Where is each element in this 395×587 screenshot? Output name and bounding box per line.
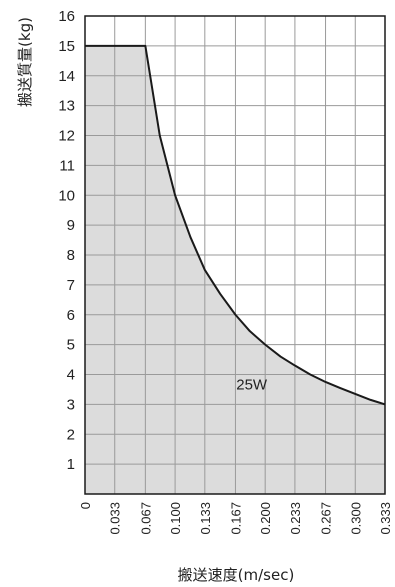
- y-tick-label: 9: [67, 217, 75, 234]
- series-line: [85, 44, 386, 406]
- plot-frame: [84, 15, 386, 495]
- y-tick-label: 12: [58, 128, 75, 145]
- y-tick-label: 7: [67, 277, 75, 294]
- y-tick-label: 4: [67, 367, 75, 384]
- y-axis-title: 搬送質量(kg): [16, 17, 34, 107]
- x-tick-label: 0.167: [228, 502, 243, 535]
- x-tick-label: 0.067: [138, 502, 153, 535]
- x-tick-label: 0: [78, 502, 93, 509]
- x-tick-label: 0.133: [198, 502, 213, 535]
- y-tick-label: 14: [58, 68, 75, 85]
- x-axis-title: 搬送速度(m/sec): [178, 566, 295, 584]
- y-tick-label: 15: [58, 38, 75, 55]
- y-tick-label: 6: [67, 307, 75, 324]
- x-tick-label: 0.200: [258, 502, 273, 535]
- y-tick-label: 3: [67, 396, 75, 413]
- y-tick-label: 11: [59, 157, 75, 174]
- series-annotation-label: 25W: [236, 376, 268, 393]
- x-tick-label: 0.033: [108, 502, 123, 535]
- y-tick-label: 2: [67, 426, 75, 443]
- x-tick-label: 0.300: [348, 502, 363, 535]
- y-tick-label: 8: [67, 247, 75, 264]
- x-tick-label: 0.233: [288, 502, 303, 535]
- y-tick-label: 10: [58, 187, 75, 204]
- y-tick-label: 5: [67, 337, 75, 354]
- series-area-fill: [85, 45, 385, 494]
- x-tick-label: 0.100: [168, 502, 183, 535]
- y-tick-label: 1: [67, 456, 75, 473]
- y-tick-label: 13: [58, 98, 75, 115]
- y-tick-label: 16: [58, 8, 75, 25]
- x-tick-label: 0.267: [319, 502, 334, 535]
- x-tick-label: 0.333: [378, 502, 393, 535]
